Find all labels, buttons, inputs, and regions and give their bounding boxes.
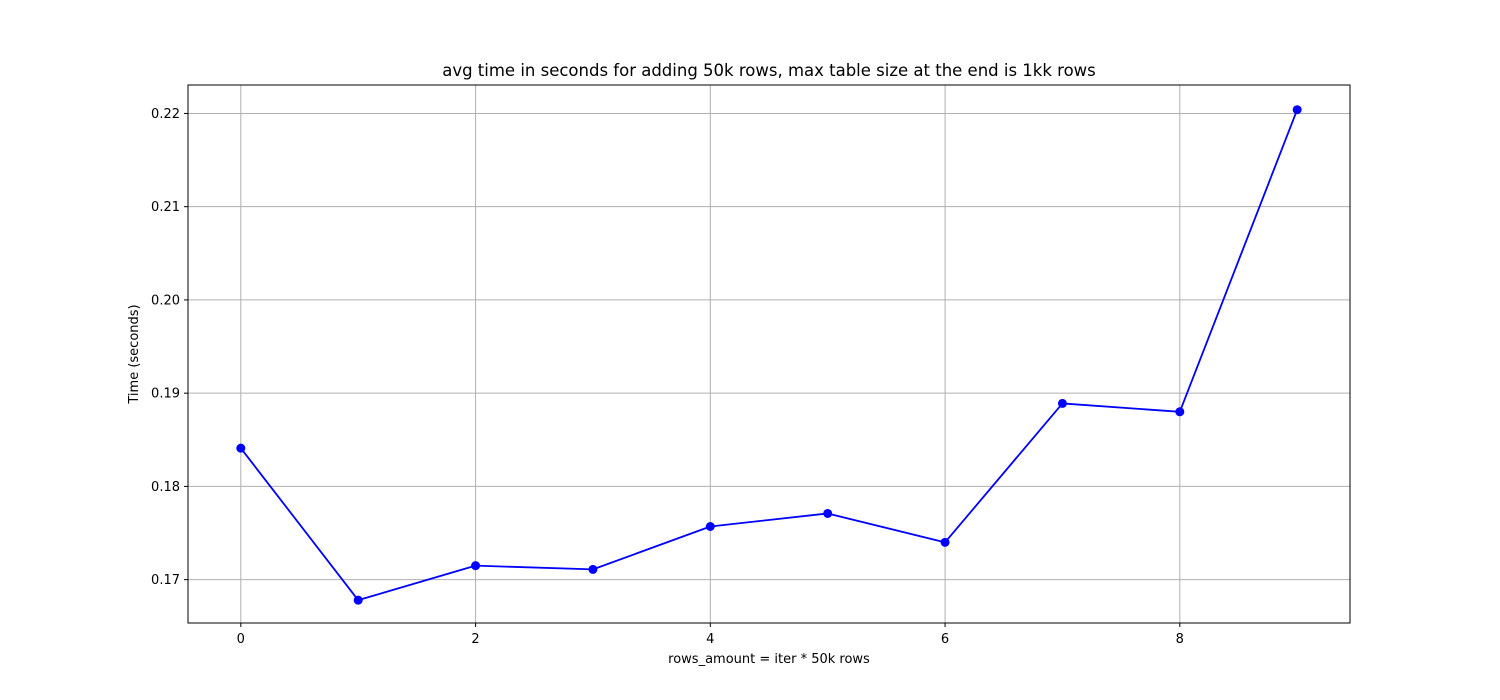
x-tick-label: 0: [237, 632, 245, 647]
y-axis-label: Time (seconds): [127, 304, 142, 404]
data-point: [823, 508, 833, 518]
x-tick-label: 8: [1176, 632, 1184, 647]
plot-frame: [187, 84, 1351, 624]
x-tick-label: 4: [706, 632, 714, 647]
data-point: [353, 595, 363, 605]
series-group: [236, 105, 1302, 605]
data-point: [236, 443, 246, 453]
chart-title: avg time in seconds for adding 50k rows,…: [442, 61, 1096, 80]
series-line: [240, 109, 1299, 602]
data-point: [940, 537, 950, 547]
plot-area: [188, 85, 1350, 623]
y-tick-label: 0.17: [151, 573, 180, 588]
axes: 0 2 4 6 8 0.17 0.18 0.19 0.20 0.21 0.22: [151, 107, 1184, 647]
data-point: [705, 521, 715, 531]
x-tick-label: 2: [471, 632, 479, 647]
data-point: [1175, 407, 1185, 417]
data-point: [1292, 105, 1302, 115]
y-tick-label: 0.19: [151, 387, 180, 402]
x-axis-label: rows_amount = iter * 50k rows: [668, 652, 870, 667]
y-tick-label: 0.20: [151, 293, 180, 308]
data-point: [471, 561, 481, 571]
y-tick-label: 0.18: [151, 480, 180, 495]
x-tick-label: 6: [941, 632, 949, 647]
y-tick-label: 0.21: [151, 200, 180, 215]
grid-lines: [188, 85, 1350, 623]
data-point: [1057, 398, 1067, 408]
y-tick-label: 0.22: [151, 107, 180, 122]
data-point: [588, 564, 598, 574]
